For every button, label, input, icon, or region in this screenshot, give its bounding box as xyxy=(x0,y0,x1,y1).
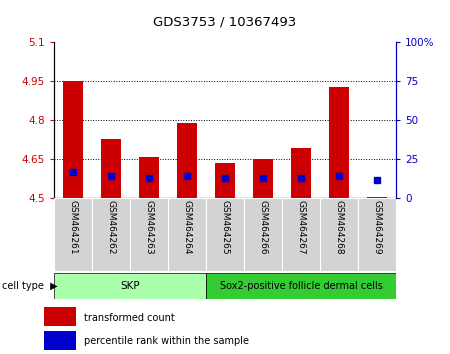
Text: GDS3753 / 10367493: GDS3753 / 10367493 xyxy=(153,16,297,29)
Bar xyxy=(44,307,76,326)
Text: GSM464264: GSM464264 xyxy=(183,200,192,255)
Bar xyxy=(139,157,159,198)
Bar xyxy=(92,198,130,271)
Bar xyxy=(54,273,206,299)
Bar xyxy=(328,87,350,198)
Bar xyxy=(176,123,198,198)
Text: GSM464261: GSM464261 xyxy=(68,200,77,255)
Bar xyxy=(320,198,358,271)
Text: GSM464263: GSM464263 xyxy=(144,200,153,255)
Bar xyxy=(100,138,122,198)
Bar xyxy=(244,198,282,271)
Bar xyxy=(130,198,168,271)
Bar xyxy=(206,198,244,271)
Bar xyxy=(291,148,311,198)
Text: percentile rank within the sample: percentile rank within the sample xyxy=(84,336,249,346)
Bar xyxy=(206,273,396,299)
Text: Sox2-positive follicle dermal cells: Sox2-positive follicle dermal cells xyxy=(220,281,382,291)
Bar xyxy=(358,198,396,271)
Text: transformed count: transformed count xyxy=(84,313,175,323)
Text: SKP: SKP xyxy=(120,281,140,291)
Bar xyxy=(63,81,83,198)
Text: GSM464265: GSM464265 xyxy=(220,200,230,255)
Text: GSM464267: GSM464267 xyxy=(297,200,306,255)
Text: GSM464268: GSM464268 xyxy=(334,200,343,255)
Bar xyxy=(44,331,76,350)
Text: cell type  ▶: cell type ▶ xyxy=(2,281,58,291)
Text: GSM464269: GSM464269 xyxy=(373,200,382,255)
Text: GSM464266: GSM464266 xyxy=(258,200,267,255)
Bar xyxy=(282,198,320,271)
Bar xyxy=(367,197,387,198)
Text: GSM464262: GSM464262 xyxy=(107,200,116,255)
Bar xyxy=(54,198,92,271)
Bar xyxy=(252,159,274,198)
Bar xyxy=(168,198,206,271)
Bar xyxy=(215,163,235,198)
